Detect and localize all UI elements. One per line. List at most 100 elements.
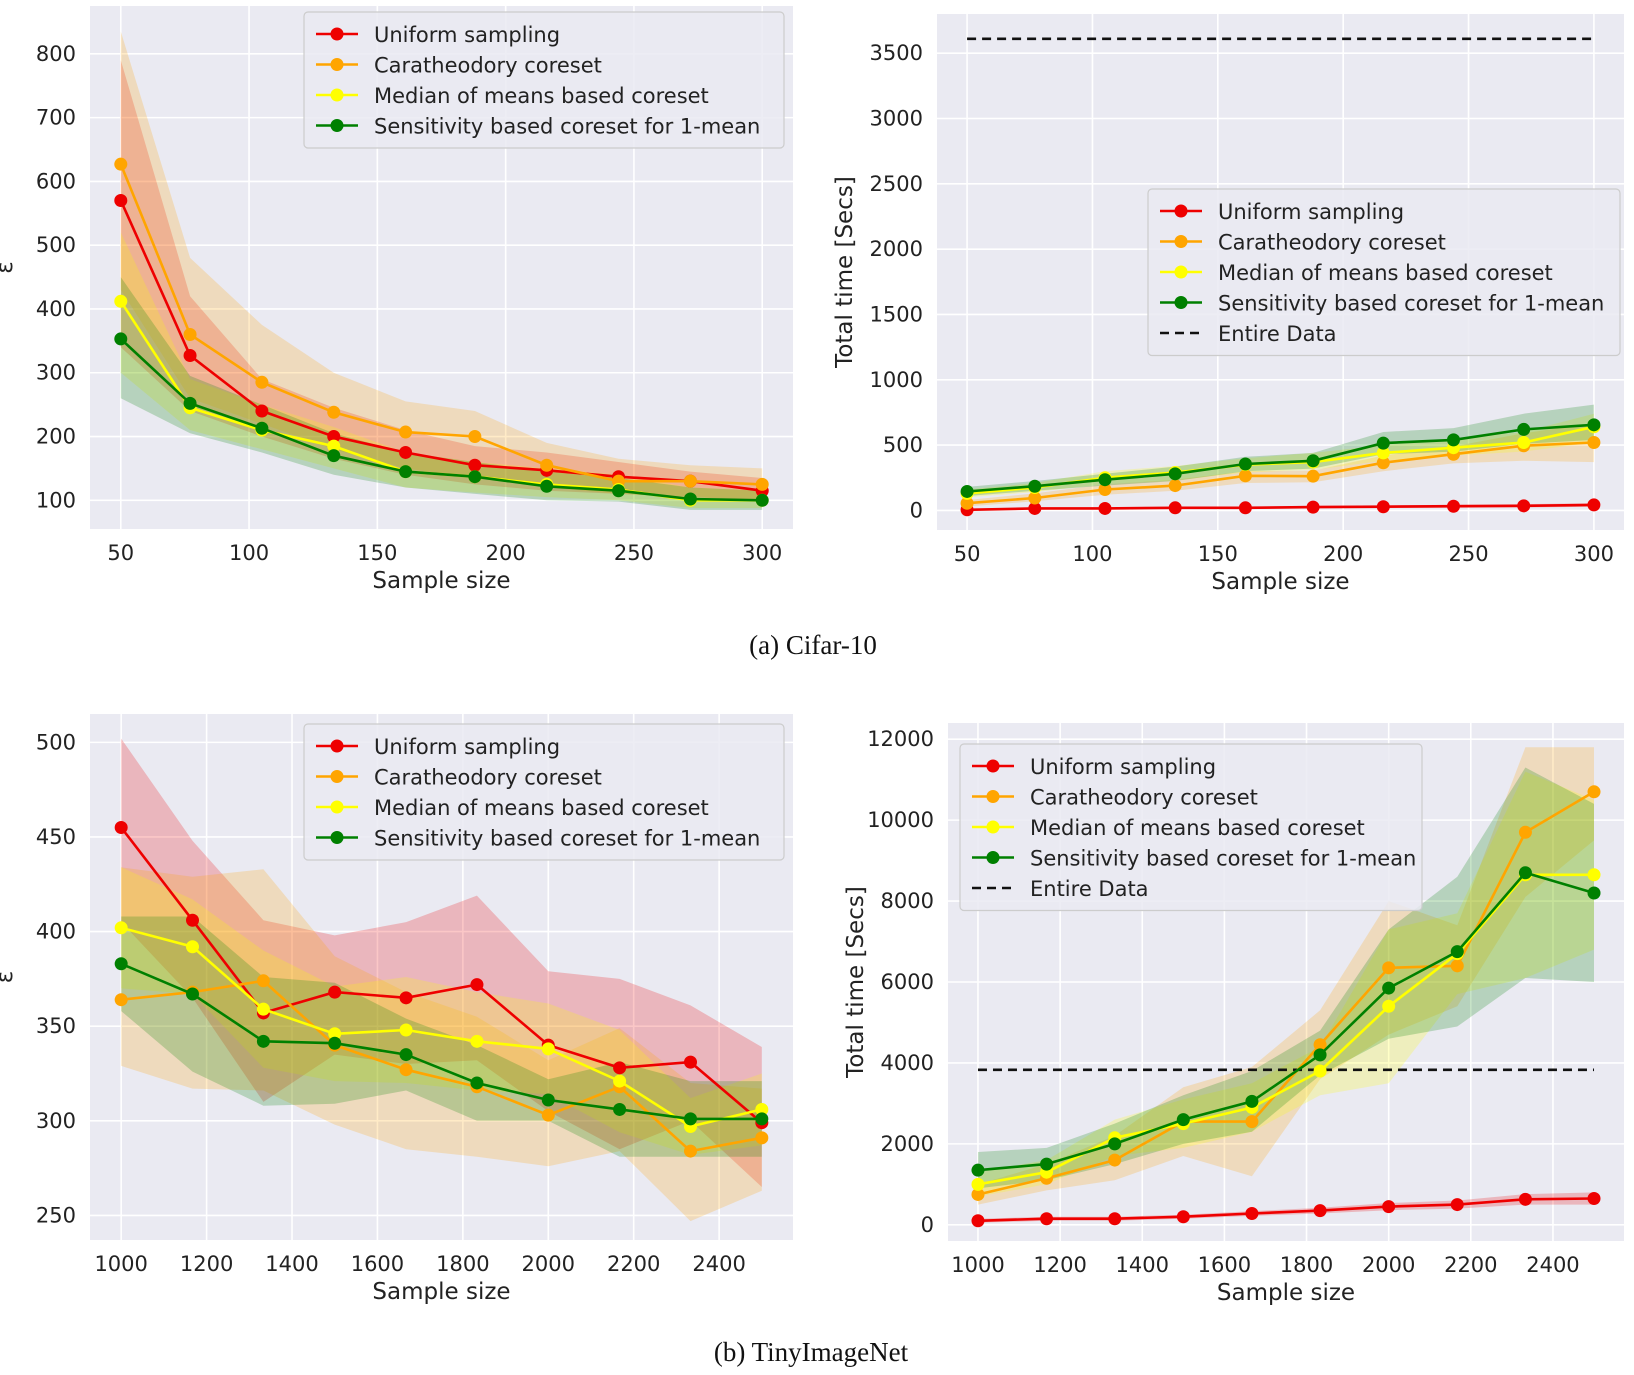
data-point [1587,1192,1601,1206]
data-point [1450,1198,1464,1212]
data-point [1238,501,1252,515]
legend: Uniform sampling Caratheodory coreset Medi… [1147,188,1621,357]
y-axis-label: Total time [Secs] [832,176,858,369]
data-point [1517,422,1531,436]
x-tick-label: 50 [107,541,134,565]
band-median [121,867,762,1155]
data-point [1245,1206,1259,1220]
data-point [468,430,482,444]
data-point [114,194,128,208]
y-tick-label: 400 [36,297,76,321]
x-tick-label: 2000 [1362,1253,1415,1277]
chart-cifar-time: 50 100 150 200 250 30005001000150020002500300… [832,14,1624,595]
y-tick-label: 500 [36,730,76,754]
x-axis-label: Sample size [372,1279,510,1305]
legend-swatch-marker [330,770,344,783]
data-point [1518,866,1532,880]
data-point [1313,1204,1327,1218]
x-axis-label: Sample size [1217,1280,1355,1306]
data-point [114,957,128,971]
data-point [1028,501,1042,515]
data-point [114,294,128,308]
data-point [1108,1212,1122,1226]
legend-swatch-marker [986,820,1000,834]
x-tick-label: 1400 [265,1252,318,1276]
data-point [1450,945,1464,959]
series-line [977,790,1595,1196]
y-tick-label: 12000 [867,727,934,751]
data-point [399,1048,413,1062]
series-line [967,503,1594,512]
legend-label-entire: Entire Data [1218,322,1337,346]
x-tick-label: 250 [1449,542,1489,566]
series-line [121,979,763,1153]
data-point [1376,436,1390,450]
legend-label-median: Median of means based coreset [374,84,709,108]
data-point [1313,1048,1327,1062]
x-tick-label: 1600 [351,1252,404,1276]
data-point [327,439,341,453]
y-axis-label: Total time [Secs] [843,886,869,1079]
x-tick-label: 1800 [436,1252,489,1276]
series-sensitivity [114,332,769,507]
data-point [1176,1210,1190,1224]
legend-swatch-marker [330,119,344,132]
data-point [755,493,769,507]
data-point [971,1163,985,1177]
data-point [1518,1192,1532,1206]
data-point [613,1061,627,1075]
y-tick-label: 4000 [881,1051,934,1075]
data-point [540,479,554,493]
data-point [1313,1038,1327,1052]
series-line [119,199,763,492]
data-point [1306,500,1320,514]
x-tick-label: 1000 [94,1252,147,1276]
x-tick-label: 2200 [607,1252,660,1276]
x-tick-label: 250 [614,541,654,565]
data-point [1245,1094,1259,1108]
data-point [256,1034,270,1048]
y-tick-label: 300 [36,1109,76,1133]
x-tick-label: 1400 [1116,1253,1169,1277]
y-tick-label: 0 [921,1213,934,1237]
y-axis-label: ε [0,261,18,273]
data-point [328,985,342,999]
x-tick-label: 1200 [180,1252,233,1276]
data-point [755,477,769,491]
legend-label-entire: Entire Data [1030,877,1149,901]
y-tick-label: 6000 [881,970,934,994]
data-point [1587,886,1601,900]
data-point [399,1063,413,1077]
data-point [971,1187,985,1201]
data-point [186,987,200,1001]
data-point [971,1177,985,1191]
series-median [114,921,769,1133]
data-point [1098,501,1112,515]
legend-swatch-marker [330,88,344,102]
y-tick-label: 2500 [870,172,923,196]
band-caratheodory [978,747,1594,1205]
data-point [186,940,200,954]
x-tick-label: 2000 [522,1252,575,1276]
data-point [1376,500,1390,514]
data-point [1382,981,1396,995]
legend-swatch-marker [1174,265,1188,279]
legend-frame [303,723,785,861]
y-axis-label: ε [0,971,18,983]
legend-frame [303,11,785,149]
legend-swatch-marker [330,58,344,71]
y-tick-label: 10000 [867,808,934,832]
x-tick-label: 1200 [1033,1253,1086,1277]
data-point [399,465,413,479]
y-tick-label: 300 [36,361,76,385]
y-tick-label: 2000 [881,1132,934,1156]
data-point [468,470,482,484]
legend-label-sensitivity: Sensitivity based coreset for 1-mean [374,115,760,139]
data-point [960,496,974,510]
data-point [256,974,270,988]
data-point [399,1023,413,1037]
legend-swatch-marker [1174,204,1188,218]
data-point [683,1055,697,1069]
data-point [1447,433,1461,447]
legend-swatch-marker [330,739,344,753]
